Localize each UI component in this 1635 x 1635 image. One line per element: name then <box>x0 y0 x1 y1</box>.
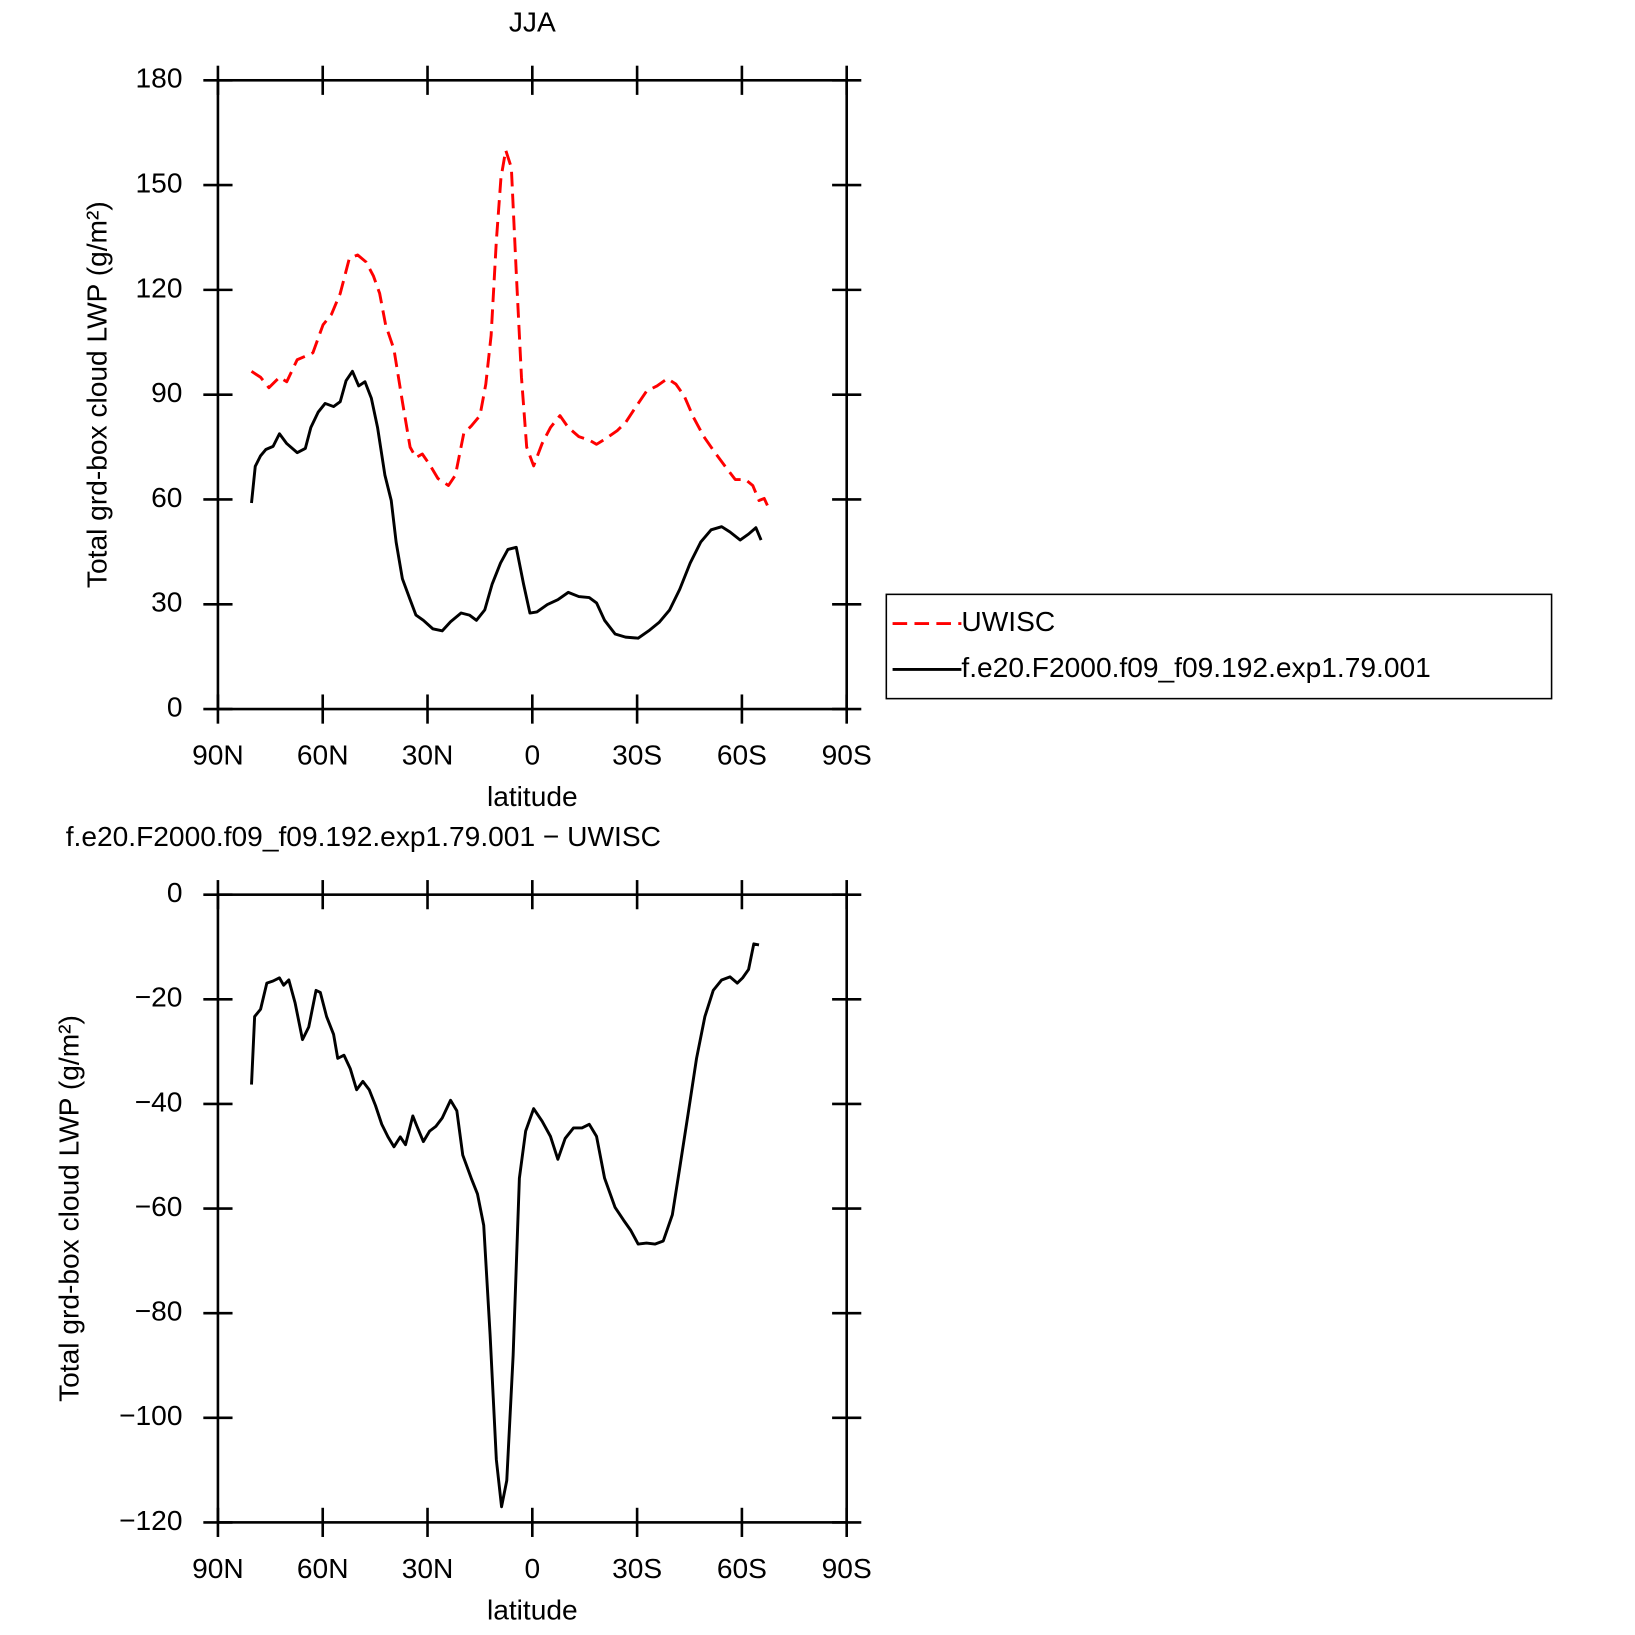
data-line <box>250 369 763 640</box>
legend-label: UWISC <box>961 606 1055 637</box>
y-tick-label: −60 <box>135 1191 183 1222</box>
plot-frame <box>216 893 848 1524</box>
x-tick-label: 90N <box>192 739 244 770</box>
x-tick-label: 90S <box>822 1553 872 1584</box>
y-tick-label: 150 <box>136 168 183 199</box>
y-tick-label: 0 <box>167 877 183 908</box>
x-tick-label: 30N <box>402 1553 454 1584</box>
data-line <box>250 942 760 1509</box>
x-tick-label: 60N <box>297 739 349 770</box>
y-tick-label: −100 <box>119 1400 182 1431</box>
x-tick-label: 0 <box>524 1553 540 1584</box>
x-tick-label: 0 <box>524 739 540 770</box>
legend-box <box>885 593 1553 700</box>
chart-title: JJA <box>509 6 556 37</box>
y-axis-label: Total grd-box cloud LWP (g/m²) <box>53 1015 84 1402</box>
y-tick-label: 120 <box>136 272 183 303</box>
x-tick-label: 60S <box>717 739 767 770</box>
plot-frame <box>216 78 848 711</box>
chart-title: f.e20.F2000.f09_f09.192.exp1.79.001 − UW… <box>66 821 661 852</box>
y-tick-label: 30 <box>151 587 182 618</box>
y-tick-label: 180 <box>136 63 183 94</box>
x-tick-label: 30S <box>612 739 662 770</box>
y-tick-label: 90 <box>151 377 182 408</box>
x-axis-label: latitude <box>487 781 578 812</box>
x-axis-label: latitude <box>487 1594 578 1625</box>
y-tick-label: 0 <box>167 691 183 722</box>
y-tick-label: −80 <box>135 1296 183 1327</box>
y-tick-label: −40 <box>135 1086 183 1117</box>
x-tick-label: 60N <box>297 1553 349 1584</box>
y-axis-label: Total grd-box cloud LWP (g/m²) <box>81 201 112 588</box>
y-tick-label: −120 <box>119 1505 182 1536</box>
data-line <box>250 148 770 509</box>
legend-label: f.e20.F2000.f09_f09.192.exp1.79.001 <box>961 652 1430 683</box>
y-tick-label: 60 <box>151 482 182 513</box>
x-tick-label: 30S <box>612 1553 662 1584</box>
x-tick-label: 90S <box>822 739 872 770</box>
x-tick-label: 90N <box>192 1553 244 1584</box>
y-tick-label: −20 <box>135 982 183 1013</box>
x-tick-label: 60S <box>717 1553 767 1584</box>
x-tick-label: 30N <box>402 739 454 770</box>
